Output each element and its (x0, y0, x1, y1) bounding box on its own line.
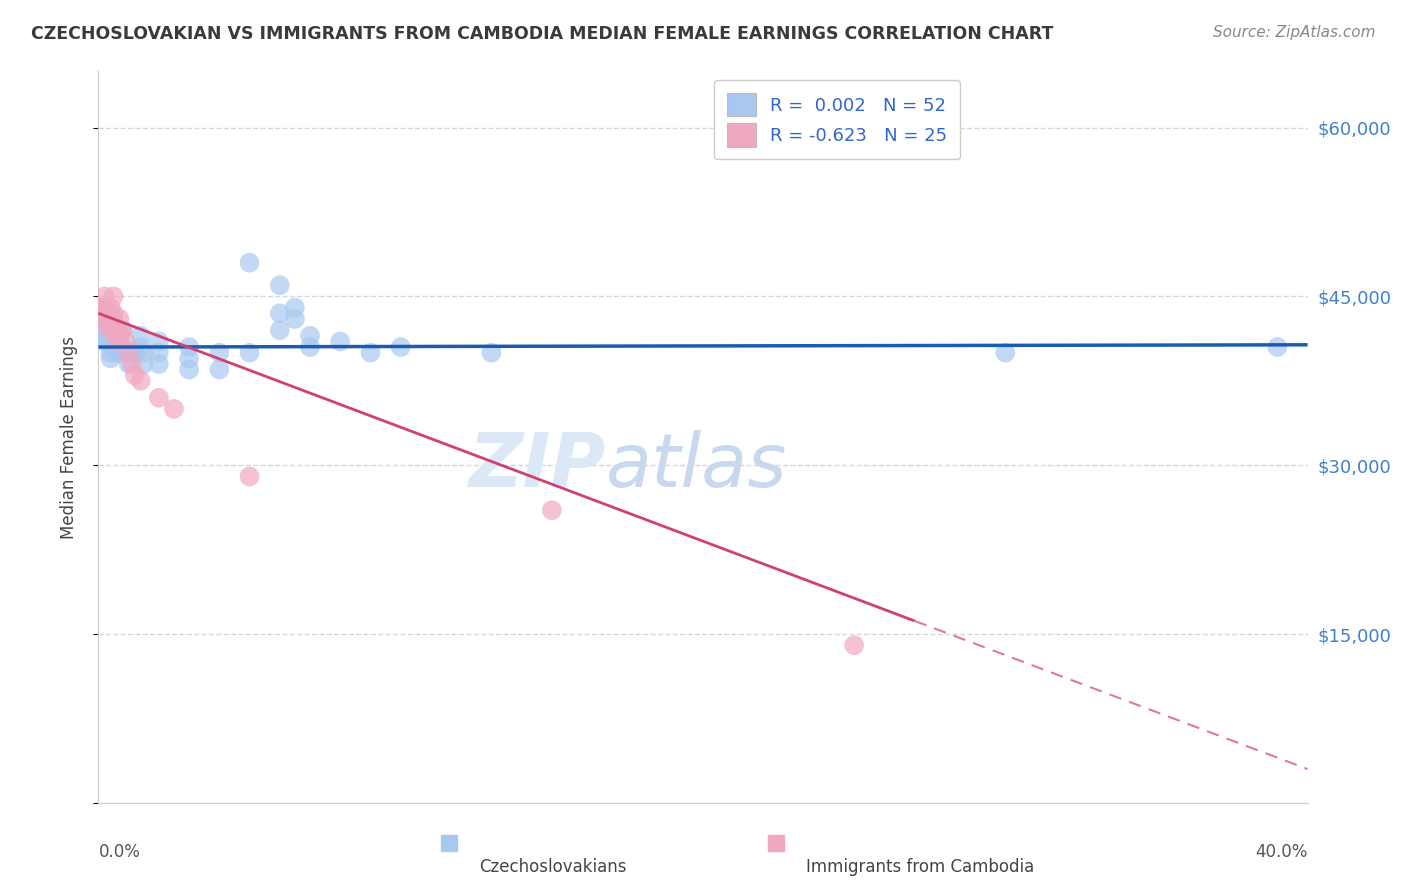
Point (124, 368, 146, 383)
Point (208, 345, 231, 359)
Point (994, 345, 1017, 359)
Point (129, 340, 152, 354)
Point (108, 328, 131, 343)
Text: Source: ZipAtlas.com: Source: ZipAtlas.com (1212, 25, 1375, 40)
Point (114, 334, 136, 349)
Point (844, 638, 866, 652)
Point (96, 306, 118, 320)
Text: Czechoslovakians: Czechoslovakians (479, 858, 627, 876)
Point (96, 318, 118, 332)
Point (100, 323, 122, 337)
Point (239, 345, 262, 359)
Point (1267, 340, 1289, 354)
Point (148, 334, 170, 349)
Point (103, 340, 125, 354)
Point (90, 301, 112, 315)
Point (100, 301, 122, 315)
Point (111, 323, 134, 337)
Point (179, 362, 201, 376)
Legend: R =  0.002   N = 52, R = -0.623   N = 25: R = 0.002 N = 52, R = -0.623 N = 25 (714, 80, 960, 160)
Point (129, 328, 152, 343)
Point (132, 345, 155, 359)
Y-axis label: Median Female Earnings: Median Female Earnings (59, 335, 77, 539)
Point (93, 334, 115, 349)
Point (90, 318, 112, 332)
Point (124, 345, 146, 359)
Point (105, 334, 128, 349)
Point (148, 391, 170, 405)
Point (105, 345, 128, 359)
Point (163, 401, 186, 416)
Point (481, 345, 503, 359)
Point (118, 345, 141, 359)
Point (103, 306, 125, 320)
Point (103, 289, 125, 303)
Point (103, 328, 125, 343)
Point (239, 469, 262, 483)
Text: 0.0%: 0.0% (98, 843, 141, 861)
Point (540, 503, 562, 517)
Point (90, 312, 112, 326)
Point (105, 323, 128, 337)
Point (284, 312, 307, 326)
Point (111, 323, 134, 337)
Point (93, 301, 115, 315)
Point (108, 312, 131, 326)
Point (121, 357, 143, 371)
Text: ZIP: ZIP (470, 430, 606, 503)
Point (100, 334, 122, 349)
Point (299, 340, 322, 354)
Point (108, 334, 131, 349)
Point (389, 340, 412, 354)
Point (132, 357, 155, 371)
Point (108, 345, 131, 359)
Point (118, 357, 141, 371)
Point (93, 301, 115, 315)
Point (96, 306, 118, 320)
Text: atlas: atlas (606, 430, 787, 502)
Point (360, 345, 382, 359)
Point (269, 323, 291, 337)
Text: 40.0%: 40.0% (1256, 843, 1308, 861)
Point (96, 334, 118, 349)
Point (105, 334, 128, 349)
Text: CZECHOSLOVAKIAN VS IMMIGRANTS FROM CAMBODIA MEDIAN FEMALE EARNINGS CORRELATION C: CZECHOSLOVAKIAN VS IMMIGRANTS FROM CAMBO… (31, 25, 1053, 43)
Point (299, 328, 322, 343)
Point (100, 351, 122, 366)
Point (100, 323, 122, 337)
Point (105, 323, 128, 337)
Point (111, 340, 134, 354)
Point (148, 357, 170, 371)
Point (239, 255, 262, 269)
Point (93, 289, 115, 303)
Point (103, 312, 125, 326)
Point (179, 351, 201, 366)
Text: Immigrants from Cambodia: Immigrants from Cambodia (806, 858, 1033, 876)
Point (118, 345, 141, 359)
Point (148, 345, 170, 359)
Point (329, 334, 352, 349)
Point (96, 323, 118, 337)
Point (284, 301, 307, 315)
Point (269, 278, 291, 293)
Point (129, 374, 152, 388)
Point (179, 340, 201, 354)
Point (208, 362, 231, 376)
Point (93, 312, 115, 326)
Point (90, 312, 112, 326)
Point (100, 345, 122, 359)
Point (269, 306, 291, 320)
